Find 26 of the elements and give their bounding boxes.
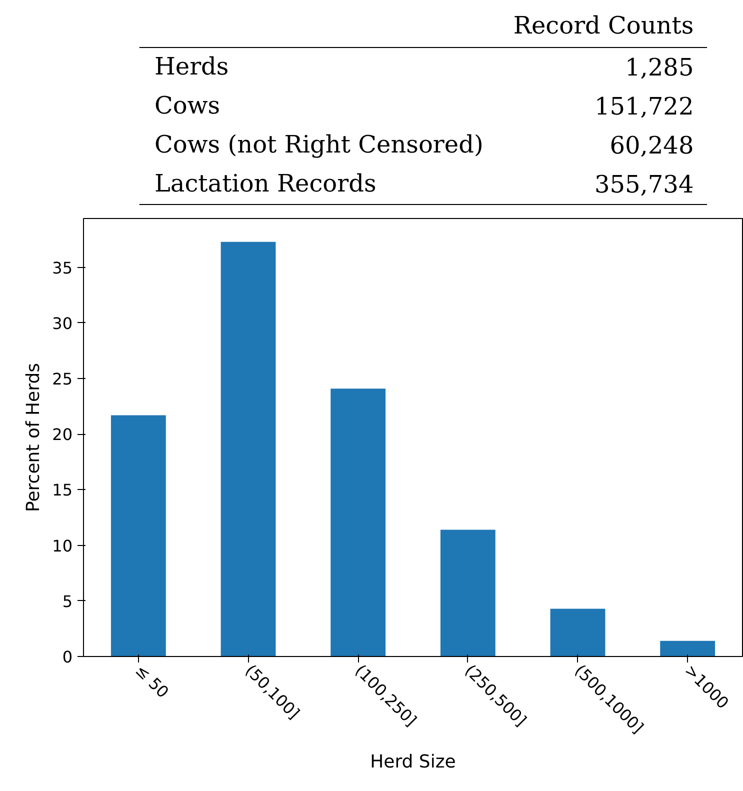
y-tick-label: 20	[52, 425, 72, 444]
y-tick-label: 25	[52, 370, 72, 389]
y-tick-label: 10	[52, 536, 72, 556]
text: 1,285	[625, 54, 694, 82]
bar	[220, 242, 276, 656]
x-axis-title: Herd Size	[370, 752, 456, 773]
text: 355,734	[594, 170, 694, 198]
bar	[660, 640, 716, 656]
text: 151,722	[594, 92, 694, 120]
y-tick-label: 30	[52, 314, 72, 333]
bar	[550, 608, 606, 656]
y-tick-label: 0	[62, 648, 73, 666]
y-axis-title: Percent of Herds	[23, 362, 44, 512]
x-tick-label: ≤ 50	[132, 660, 173, 702]
y-tick-label: 35	[52, 258, 72, 278]
bar	[330, 388, 386, 656]
text: Record Counts	[513, 12, 694, 40]
category-label: Cows (not Right Censored)	[154, 130, 484, 158]
category-label: Cows	[154, 92, 220, 120]
category-label: Lactation Records	[154, 170, 376, 198]
bar	[110, 415, 166, 656]
category-label: Herds	[154, 52, 229, 80]
bar	[440, 530, 496, 656]
y-tick-label: 5	[62, 592, 73, 611]
y-tick-label: 15	[52, 480, 72, 500]
text: 60,248	[610, 132, 694, 160]
